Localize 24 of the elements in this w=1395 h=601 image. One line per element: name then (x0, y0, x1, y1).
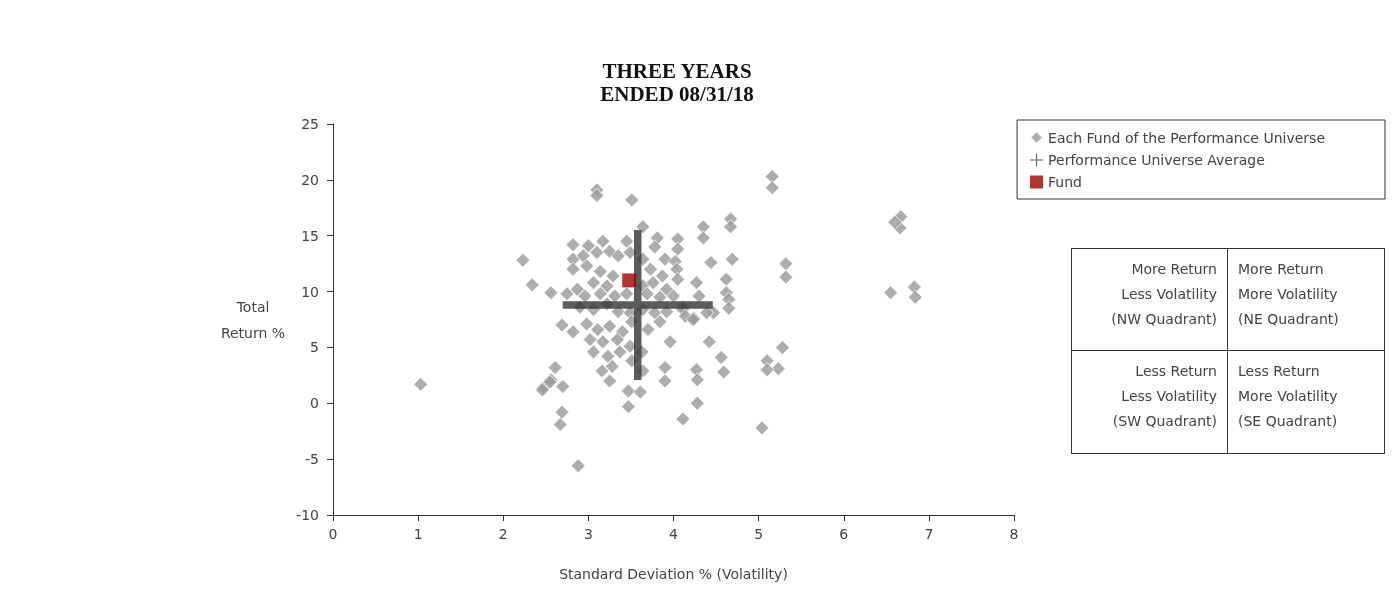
x-axis-title: Standard Deviation % (Volatility) (559, 566, 788, 582)
y-tick-label: 10 (301, 283, 319, 300)
y-tick-label: 25 (301, 116, 319, 132)
chart-title: THREE YEARS ENDED 08/31/18 (600, 58, 754, 106)
x-tick-label: 4 (669, 526, 679, 542)
y-tick-label: -5 (305, 451, 319, 468)
legend-label: Fund (1048, 174, 1082, 190)
x-tick-label: 7 (924, 526, 934, 542)
legend-label: Performance Universe Average (1048, 152, 1265, 168)
y-tick-label: 5 (310, 339, 319, 356)
x-tick-label: 6 (839, 526, 849, 542)
x-tick-label: 3 (583, 526, 593, 542)
legend-label: Each Fund of the Performance Universe (1048, 129, 1326, 146)
x-tick-label: 1 (413, 526, 423, 542)
y-axis-title: Total Return % (220, 298, 286, 341)
y-tick-label: -10 (296, 507, 319, 523)
x-tick-label: 5 (754, 526, 764, 542)
x-tick-label: 2 (498, 526, 508, 542)
quadrant-key: More Return Less Volatility (NW Quadrant) More Return More Volatility (NE Quadrant) Less Return Less Volatility (SW Quadrant) Less Return More Volatility (SE Quadrant) (1071, 248, 1385, 454)
x-tick-label: 8 (1009, 526, 1019, 542)
y-tick-label: 15 (301, 227, 319, 244)
y-tick-label: 20 (301, 171, 319, 188)
x-tick-label: 0 (328, 526, 338, 542)
y-tick-label: 0 (310, 395, 319, 412)
